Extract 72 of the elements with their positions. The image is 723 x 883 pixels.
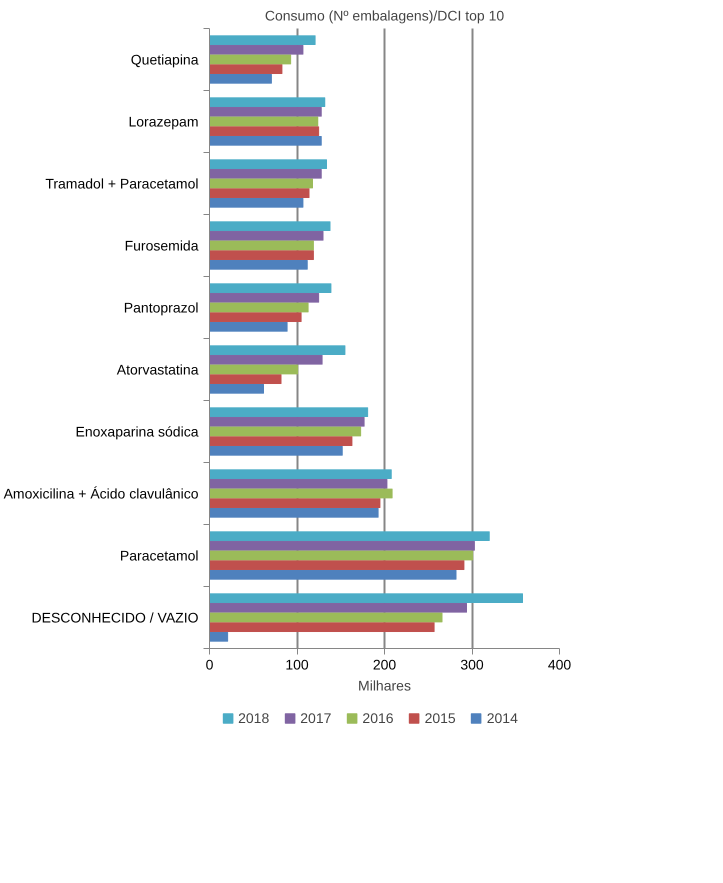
bar — [210, 354, 323, 365]
bar — [210, 97, 326, 107]
bar — [210, 416, 365, 427]
bar — [210, 540, 475, 551]
bar — [210, 198, 304, 208]
bar — [210, 632, 228, 642]
legend-label: 2015 — [424, 710, 456, 726]
bar — [210, 312, 302, 322]
x-tick-label: 400 — [548, 656, 572, 672]
legend-label: 2017 — [300, 710, 332, 726]
bar — [210, 159, 327, 169]
bar — [210, 240, 314, 250]
x-axis-title: Milhares — [358, 678, 411, 694]
y-tick-label: Furosemida — [124, 238, 199, 254]
bar — [210, 64, 282, 74]
bar — [210, 612, 442, 622]
bar — [210, 570, 456, 580]
bar — [210, 426, 362, 436]
bar — [210, 488, 393, 498]
bar — [210, 168, 322, 179]
bar — [210, 374, 282, 384]
x-tick-label: 300 — [460, 656, 484, 672]
bar — [210, 345, 346, 355]
x-tick-label: 200 — [372, 656, 396, 672]
bar — [210, 221, 330, 231]
bar — [210, 178, 313, 188]
y-tick-label: Atorvastatina — [116, 362, 199, 378]
bar — [210, 188, 310, 198]
bar — [210, 407, 368, 417]
bar — [210, 436, 352, 446]
bar — [210, 283, 332, 293]
bar — [210, 74, 272, 84]
bar — [210, 126, 320, 136]
bar — [210, 364, 298, 374]
bar — [210, 44, 304, 55]
y-tick-label: Tramadol + Paracetamol — [45, 176, 199, 192]
bar — [210, 116, 318, 126]
y-tick-label: Paracetamol — [120, 548, 198, 564]
bar — [210, 498, 380, 508]
y-tick-label: DESCONHECIDO / VAZIO — [32, 610, 199, 626]
bar — [210, 260, 308, 270]
x-tick-label: 100 — [285, 656, 309, 672]
y-tick-label: Amoxicilina + Ácido clavulânico — [4, 486, 199, 502]
bar — [210, 384, 264, 394]
y-tick-label: Lorazepam — [128, 114, 199, 130]
legend-label: 2014 — [486, 710, 518, 726]
bar — [210, 602, 467, 613]
x-tick-label: 0 — [206, 656, 214, 672]
bar — [210, 550, 474, 560]
bar — [210, 531, 490, 541]
bar — [210, 469, 392, 479]
legend-label: 2018 — [238, 710, 270, 726]
bar — [210, 322, 288, 332]
bar — [210, 593, 523, 603]
chart-title: Consumo (Nº embalagens)/DCI top 10 — [264, 8, 504, 24]
bar — [210, 54, 292, 64]
bar — [210, 250, 314, 260]
legend-label: 2016 — [362, 710, 394, 726]
bar — [210, 560, 464, 570]
bar — [210, 622, 435, 632]
bar — [210, 136, 322, 146]
bar — [210, 106, 322, 117]
bar — [210, 302, 309, 312]
bar — [210, 508, 379, 518]
bar — [210, 230, 324, 241]
bar — [210, 292, 320, 303]
y-tick-label: Enoxaparina sódica — [76, 424, 199, 440]
bar — [210, 478, 388, 489]
y-tick-label: Pantoprazol — [124, 300, 198, 316]
bar — [210, 446, 343, 456]
bar — [210, 35, 316, 45]
y-tick-label: Quetiapina — [130, 52, 199, 68]
